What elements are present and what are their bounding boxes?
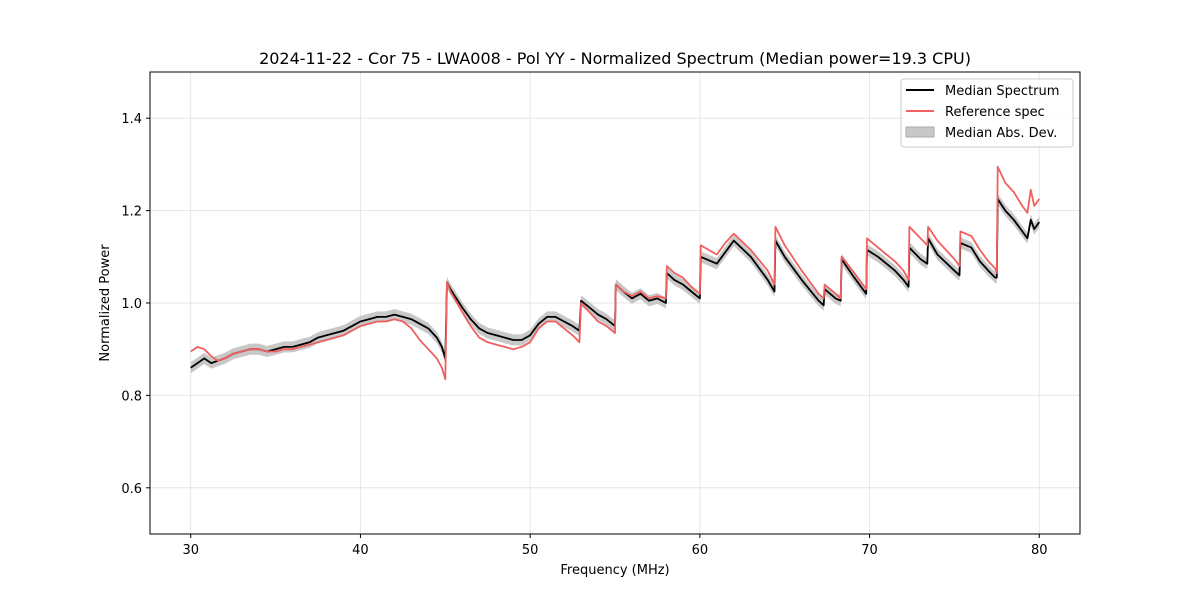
x-tick-label: 80 — [1031, 543, 1048, 558]
y-tick-label: 1.4 — [121, 112, 142, 127]
chart-title: 2024-11-22 - Cor 75 - LWA008 - Pol YY - … — [259, 49, 971, 68]
x-tick-label: 50 — [522, 543, 539, 558]
mad-band-layer — [190, 193, 1040, 374]
x-axis-label: Frequency (MHz) — [560, 563, 669, 578]
legend-reference-label: Reference spec — [945, 105, 1045, 120]
x-axis: 30 40 50 60 70 80 — [182, 534, 1048, 558]
mad-band — [190, 193, 1040, 374]
x-tick-label: 60 — [692, 543, 709, 558]
y-axis-label: Normalized Power — [98, 244, 113, 362]
reference-spectrum-line — [190, 165, 1041, 381]
x-tick-label: 30 — [182, 543, 199, 558]
y-tick-label: 1.2 — [121, 205, 142, 220]
series-layer — [190, 165, 1041, 381]
y-tick-label: 0.8 — [121, 389, 142, 404]
legend-mad-swatch — [905, 126, 935, 138]
legend-mad-label: Median Abs. Dev. — [945, 126, 1057, 141]
y-tick-label: 0.6 — [121, 482, 142, 497]
legend-box — [900, 78, 1074, 148]
y-axis: 0.6 0.8 1.0 1.2 1.4 — [121, 112, 150, 497]
legend: Median Spectrum Reference spec Median Ab… — [900, 78, 1074, 148]
x-tick-label: 40 — [352, 543, 369, 558]
x-tick-label: 70 — [861, 543, 878, 558]
y-tick-label: 1.0 — [121, 297, 142, 312]
legend-median-label: Median Spectrum — [945, 84, 1059, 99]
